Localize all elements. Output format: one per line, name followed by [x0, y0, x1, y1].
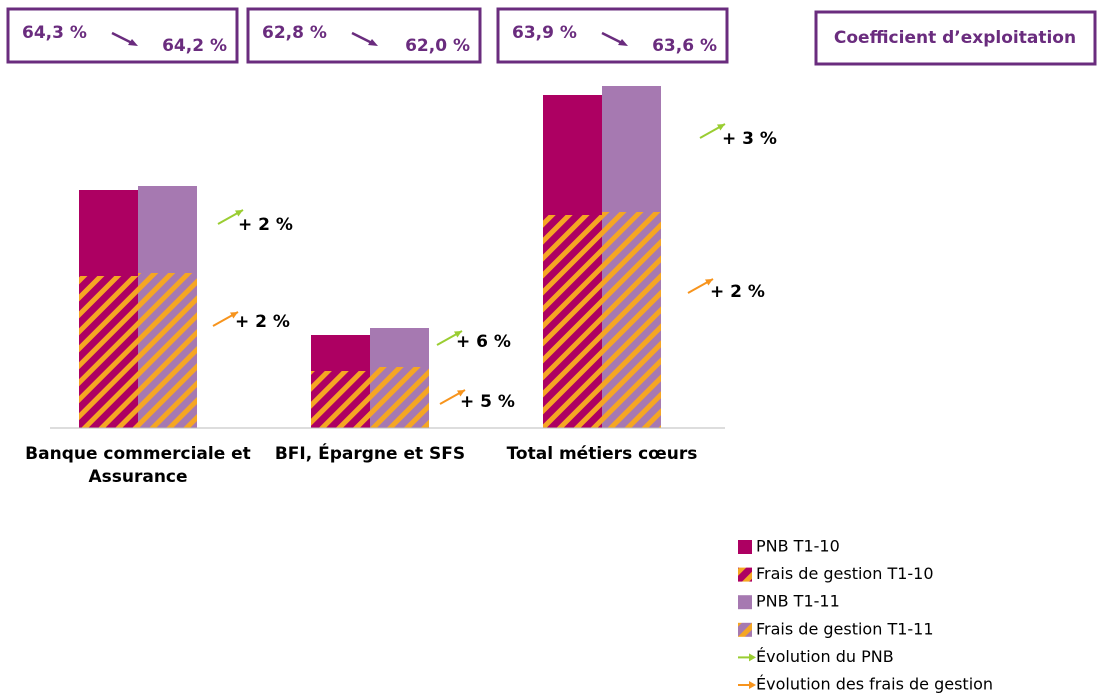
ratio-arrowhead [618, 39, 628, 46]
growth-arrow-head [230, 312, 238, 319]
legend-label: Frais de gestion T1-10 [756, 564, 934, 583]
chart-title: Coefficient d’exploitation [834, 28, 1076, 48]
legend-label: Frais de gestion T1-11 [756, 619, 934, 638]
ratio-after: 63,6 % [652, 36, 717, 56]
growth-label: + 3 % [722, 129, 777, 149]
ratio-box [246, 7, 482, 64]
legend-label: Évolution des frais de gestion [756, 675, 993, 693]
legend-label: Évolution du PNB [756, 647, 894, 666]
ratio-arrowhead [368, 39, 378, 46]
growth-label: + 2 % [235, 312, 290, 332]
legend-swatch [738, 540, 752, 554]
x-tick-label: BFI, Épargne et SFS [274, 444, 466, 464]
growth-label: + 2 % [238, 215, 293, 235]
ratio-before: 64,3 % [22, 23, 87, 43]
legend-label: PNB T1-11 [756, 592, 840, 611]
growth-arrow-head [457, 390, 465, 397]
x-tick-label: Banque commerciale et Assurance [25, 444, 251, 487]
ratio-box [496, 7, 729, 64]
growth-arrow-head [717, 124, 725, 131]
legend-swatch [738, 595, 752, 610]
bar [370, 367, 429, 428]
ratio-after: 64,2 % [162, 36, 227, 56]
bar [138, 273, 197, 428]
legend-swatch [738, 622, 752, 637]
ratio-before: 63,9 % [512, 23, 577, 43]
growth-label: + 2 % [710, 282, 765, 302]
bar [311, 371, 370, 428]
bar [602, 212, 661, 428]
legend-arrow-head [749, 681, 756, 689]
bar [543, 215, 602, 428]
ratio-after: 62,0 % [405, 36, 470, 56]
bar [79, 276, 138, 428]
legend-label: PNB T1-10 [756, 537, 840, 556]
ratio-arrowhead [128, 39, 138, 46]
legend-swatch [738, 567, 752, 582]
growth-label: + 6 % [456, 332, 511, 352]
ratio-before: 62,8 % [262, 23, 327, 43]
title-box [814, 10, 1097, 66]
growth-arrow-head [705, 279, 713, 286]
growth-arrow-head [235, 210, 243, 217]
legend-arrow-head [749, 653, 756, 662]
x-tick-label: Total métiers cœurs [506, 444, 698, 464]
ratio-box [6, 7, 239, 64]
growth-label: + 5 % [460, 392, 515, 412]
growth-arrow-head [454, 331, 462, 338]
